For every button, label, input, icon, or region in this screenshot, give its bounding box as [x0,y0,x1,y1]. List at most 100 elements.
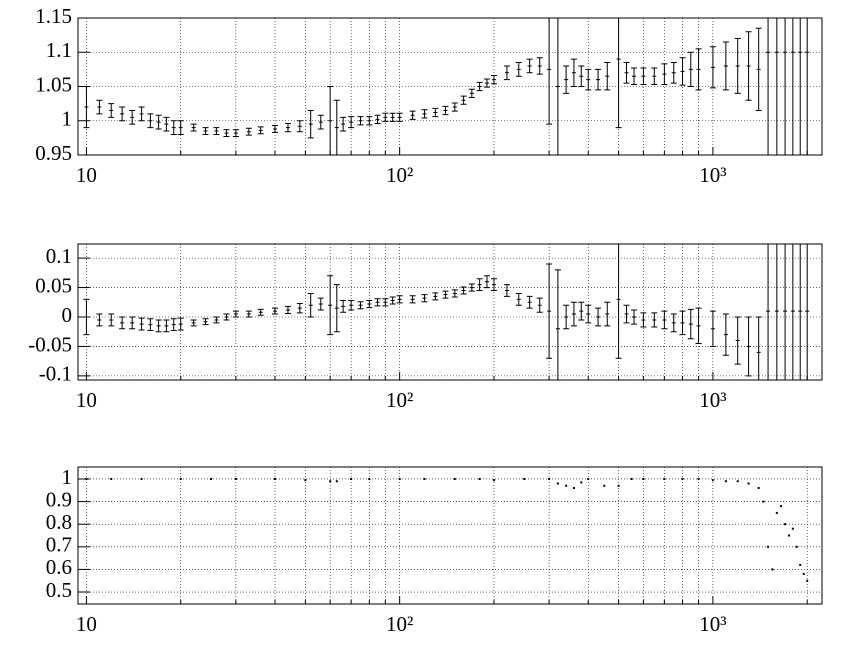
error-bar-point [526,295,533,309]
error-bar-point [396,112,403,122]
error-bar-point [374,114,381,124]
error-bar-point [245,127,252,136]
error-bar-point [317,114,324,130]
point [802,572,805,575]
error-bar-point [129,109,136,125]
error-bar-point [515,292,522,306]
error-bar-point [554,18,561,155]
y-tick-label: 1 [62,107,73,131]
error-bar-point [177,120,184,135]
error-bar-point [108,103,115,118]
error-bar-point [640,67,647,85]
error-bar-point [232,310,239,318]
error-bar-point [190,123,197,132]
x-tick-label: 10 [76,388,97,412]
data-layer [83,244,810,380]
error-bar-point [570,58,577,87]
error-bar-point [526,58,533,74]
y-tick-label: 0.9 [46,487,72,511]
point [736,480,739,483]
point [110,477,113,480]
error-bar-point [734,316,741,365]
error-bar-point [327,86,334,155]
plot-frame [77,17,823,156]
error-bar-point [389,112,396,122]
error-bar-point [138,106,145,122]
error-bar-point [783,244,788,380]
error-bar-point [257,308,264,316]
x-tick-label: 10³ [699,388,726,412]
error-bar-point [432,292,439,301]
error-bar-point [327,275,334,336]
point [580,481,583,484]
y-tick-label: 0.6 [46,555,72,579]
error-bar-point [382,112,389,122]
point [697,477,700,480]
point [523,477,526,480]
error-bar-point [798,244,803,380]
error-bar-point [755,27,762,111]
error-bar-point [734,38,741,94]
error-bar-point [790,244,795,380]
error-bar-point [570,301,577,327]
error-bar-point [709,310,716,347]
point [565,484,568,487]
x-tick-label: 10² [386,612,413,636]
error-bar-point [631,309,638,325]
error-bar-point [585,68,592,91]
error-bar-point [223,129,230,138]
error-bar-point [661,310,668,330]
point [711,479,714,482]
plot-frame [77,466,823,605]
error-bar-point [623,304,630,324]
error-bar-point [687,308,694,340]
error-bar-point [687,51,694,87]
point [179,477,182,480]
point [771,568,774,571]
point [747,482,750,485]
error-bar-point [257,126,264,135]
error-bar-point [374,298,381,307]
error-bar-point [468,88,475,98]
point [806,579,809,582]
point [423,477,426,480]
error-bar-point [670,62,677,84]
y-tick-label: 0.5 [46,578,72,602]
point [784,523,787,526]
error-bar-point [348,116,355,129]
point [274,477,277,480]
point [799,563,802,566]
error-bar-point [119,106,126,122]
point [724,480,727,483]
error-bar-point [147,113,154,129]
error-bar-point [490,278,497,292]
y-tick-label: 0.95 [35,141,72,165]
error-bar-point [340,116,347,132]
error-bar-point [515,62,522,77]
error-bar-point [536,57,543,75]
y-tick-label: -0.05 [28,332,72,356]
point [350,477,353,480]
error-bar-point [421,109,428,119]
error-bar-point [766,244,771,380]
error-bar-point [357,116,364,126]
error-bar-point [170,318,177,332]
point [767,545,770,548]
error-bar-point [585,304,592,324]
error-bar-point [333,99,340,155]
y-tick-label: 1.1 [46,38,72,62]
error-bar-point [163,116,170,132]
error-bar-point [604,301,611,327]
error-bar-point [284,122,291,133]
error-bar-point [805,244,810,380]
y-tick-label: 1 [62,465,73,489]
y-tick-label: 1.05 [35,72,72,96]
error-bar-point [272,307,279,315]
point [663,477,666,480]
error-bar-point [170,120,177,135]
error-bar-point [595,307,602,327]
error-bar-point [661,63,668,85]
error-bar-point [451,102,458,112]
y-tick-label: 0 [62,303,73,327]
